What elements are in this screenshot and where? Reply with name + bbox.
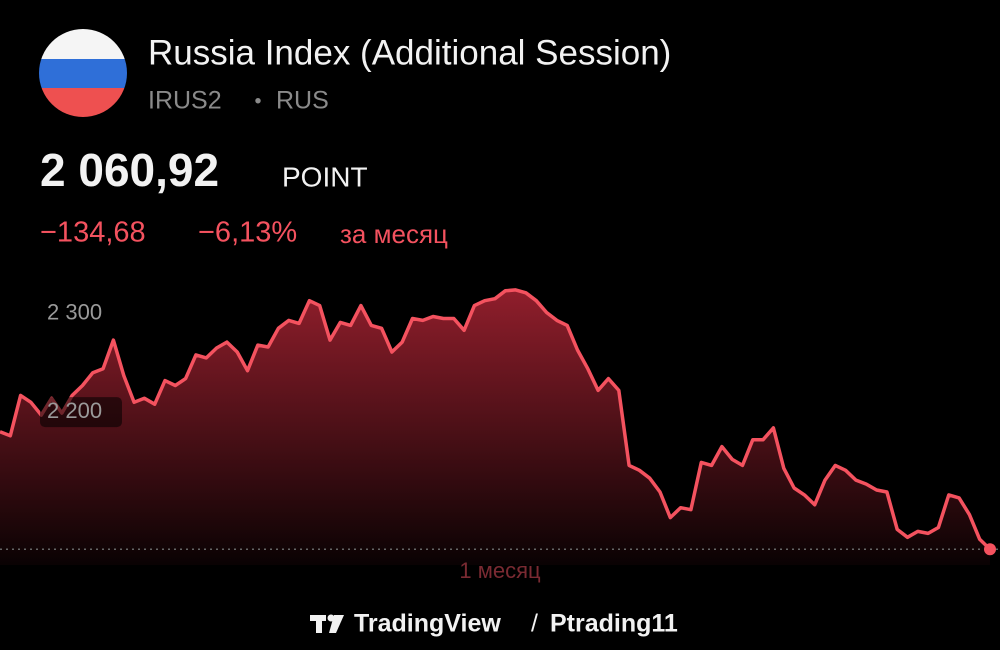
change-percent: −6,13%	[198, 217, 297, 249]
range-label: 1 месяц	[459, 558, 541, 583]
y-tick-label-bg	[40, 397, 122, 428]
symbol: IRUS2	[148, 87, 222, 115]
y-tick-label-bg	[40, 298, 122, 329]
y-tick-label: 2 300	[47, 299, 102, 324]
footer-separator: /	[531, 610, 538, 638]
y-tick-label: 2 200	[47, 398, 102, 423]
period: за месяц	[340, 219, 448, 249]
change: −134,68	[40, 217, 146, 249]
exchange: RUS	[276, 87, 329, 115]
last-point	[984, 543, 996, 556]
separator: •	[254, 90, 261, 112]
title: Russia Index (Additional Session)	[148, 33, 671, 72]
unit: POINT	[282, 161, 368, 192]
area-fill	[0, 289, 990, 565]
price-line	[0, 288, 992, 551]
footer-brand: TradingView	[354, 610, 501, 638]
price: 2 060,92	[40, 144, 219, 196]
plot: 2 200 2 300 1 месяц	[0, 288, 1000, 583]
footer-logo	[310, 614, 344, 633]
footer-author: Ptrading11	[550, 610, 678, 638]
